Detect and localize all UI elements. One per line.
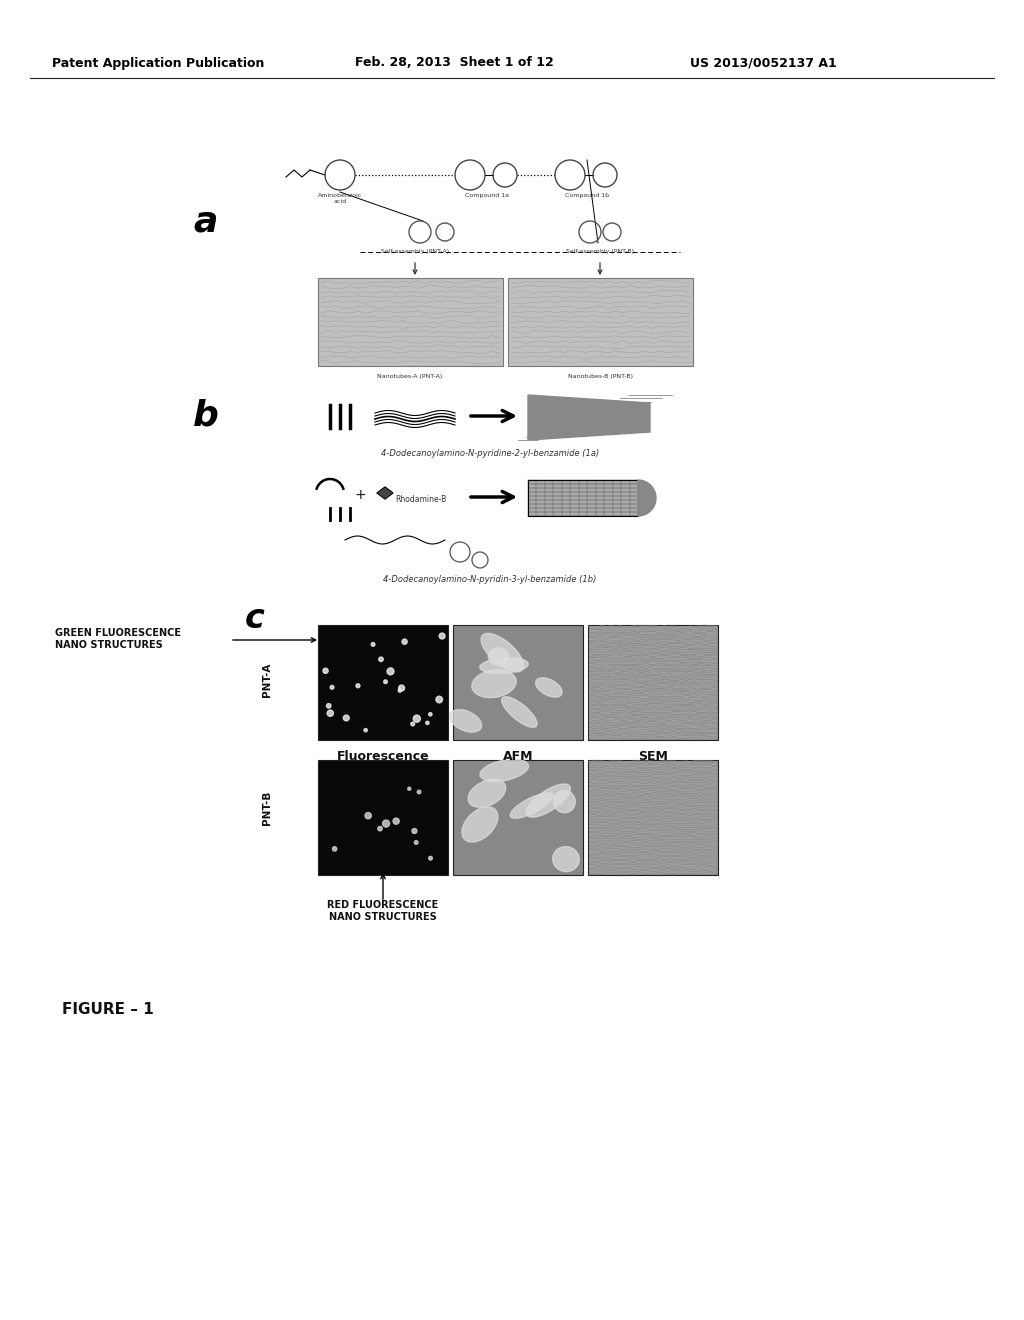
Text: 4-Dodecanoylamino-N-pyridine-2-yl-benzamide (1a): 4-Dodecanoylamino-N-pyridine-2-yl-benzam… (381, 449, 599, 458)
Circle shape (356, 684, 359, 688)
Circle shape (402, 639, 408, 644)
Circle shape (327, 710, 334, 717)
Text: Nanotubes-A (PNT-A): Nanotubes-A (PNT-A) (378, 374, 442, 379)
Ellipse shape (502, 697, 538, 727)
Bar (453, 624, 583, 741)
Text: GREEN FLUORESCENCE
NANO STRUCTURES: GREEN FLUORESCENCE NANO STRUCTURES (55, 628, 181, 649)
Bar (588, 624, 718, 741)
Circle shape (384, 680, 387, 684)
Ellipse shape (480, 759, 528, 781)
Bar (318, 624, 449, 741)
Polygon shape (377, 487, 393, 499)
Ellipse shape (450, 710, 481, 733)
Ellipse shape (536, 677, 562, 697)
Text: AFM: AFM (503, 750, 534, 763)
Circle shape (429, 857, 432, 861)
Circle shape (378, 826, 382, 830)
Ellipse shape (481, 634, 523, 672)
Bar (453, 760, 583, 875)
Text: FIGURE – 1: FIGURE – 1 (62, 1002, 154, 1018)
Circle shape (426, 721, 429, 725)
Circle shape (411, 722, 415, 726)
Text: c: c (245, 602, 265, 635)
Circle shape (365, 813, 372, 818)
Circle shape (436, 696, 442, 702)
Polygon shape (638, 480, 656, 516)
Text: Aminobenzoic
acid: Aminobenzoic acid (317, 193, 362, 203)
Circle shape (393, 818, 399, 824)
Circle shape (415, 841, 418, 845)
Text: RED FLUORESCENCE
NANO STRUCTURES: RED FLUORESCENCE NANO STRUCTURES (328, 900, 438, 921)
Text: Self-assembly (PNT-B): Self-assembly (PNT-B) (566, 249, 634, 255)
Circle shape (387, 668, 394, 675)
Circle shape (417, 791, 421, 793)
Polygon shape (528, 395, 650, 440)
Ellipse shape (488, 648, 509, 665)
Text: Self-assembly (PNT-A): Self-assembly (PNT-A) (381, 249, 450, 255)
Ellipse shape (553, 846, 580, 871)
Text: +: + (354, 488, 366, 502)
Ellipse shape (526, 784, 570, 817)
Bar (318, 279, 503, 366)
Circle shape (412, 829, 417, 833)
Text: Fluorescence: Fluorescence (337, 750, 429, 763)
Text: b: b (193, 399, 219, 432)
Text: Compound 1b: Compound 1b (565, 193, 609, 198)
Text: Nanotubes-B (PNT-B): Nanotubes-B (PNT-B) (567, 374, 633, 379)
Text: US 2013/0052137 A1: US 2013/0052137 A1 (690, 57, 837, 70)
Circle shape (383, 820, 389, 828)
Ellipse shape (510, 793, 553, 818)
Circle shape (379, 657, 383, 661)
Ellipse shape (554, 791, 575, 813)
Circle shape (371, 643, 375, 647)
Ellipse shape (480, 657, 528, 673)
Text: PNT-B: PNT-B (262, 791, 272, 825)
Circle shape (327, 704, 331, 708)
Text: SEM: SEM (638, 750, 668, 763)
Circle shape (343, 715, 349, 721)
Circle shape (330, 685, 334, 689)
Ellipse shape (462, 807, 498, 842)
Circle shape (439, 634, 445, 639)
Text: Feb. 28, 2013  Sheet 1 of 12: Feb. 28, 2013 Sheet 1 of 12 (355, 57, 554, 70)
Circle shape (364, 729, 368, 731)
Text: Compound 1a: Compound 1a (465, 193, 509, 198)
Circle shape (408, 787, 411, 791)
Circle shape (414, 715, 421, 722)
Text: Patent Application Publication: Patent Application Publication (52, 57, 264, 70)
Ellipse shape (472, 671, 516, 698)
Circle shape (429, 713, 432, 715)
Bar (318, 760, 449, 875)
Circle shape (398, 685, 404, 692)
Bar (528, 480, 638, 516)
Text: 4-Dodecanoylamino-N-pyridin-3-yl-benzamide (1b): 4-Dodecanoylamino-N-pyridin-3-yl-benzami… (383, 576, 597, 585)
Bar (508, 279, 693, 366)
Text: Rhodamine-B: Rhodamine-B (395, 495, 446, 504)
Circle shape (333, 846, 337, 851)
Text: PNT-A: PNT-A (262, 663, 272, 697)
Circle shape (398, 689, 401, 692)
Circle shape (323, 668, 328, 673)
Ellipse shape (468, 779, 506, 808)
Text: a: a (193, 205, 217, 239)
Bar (588, 760, 718, 875)
